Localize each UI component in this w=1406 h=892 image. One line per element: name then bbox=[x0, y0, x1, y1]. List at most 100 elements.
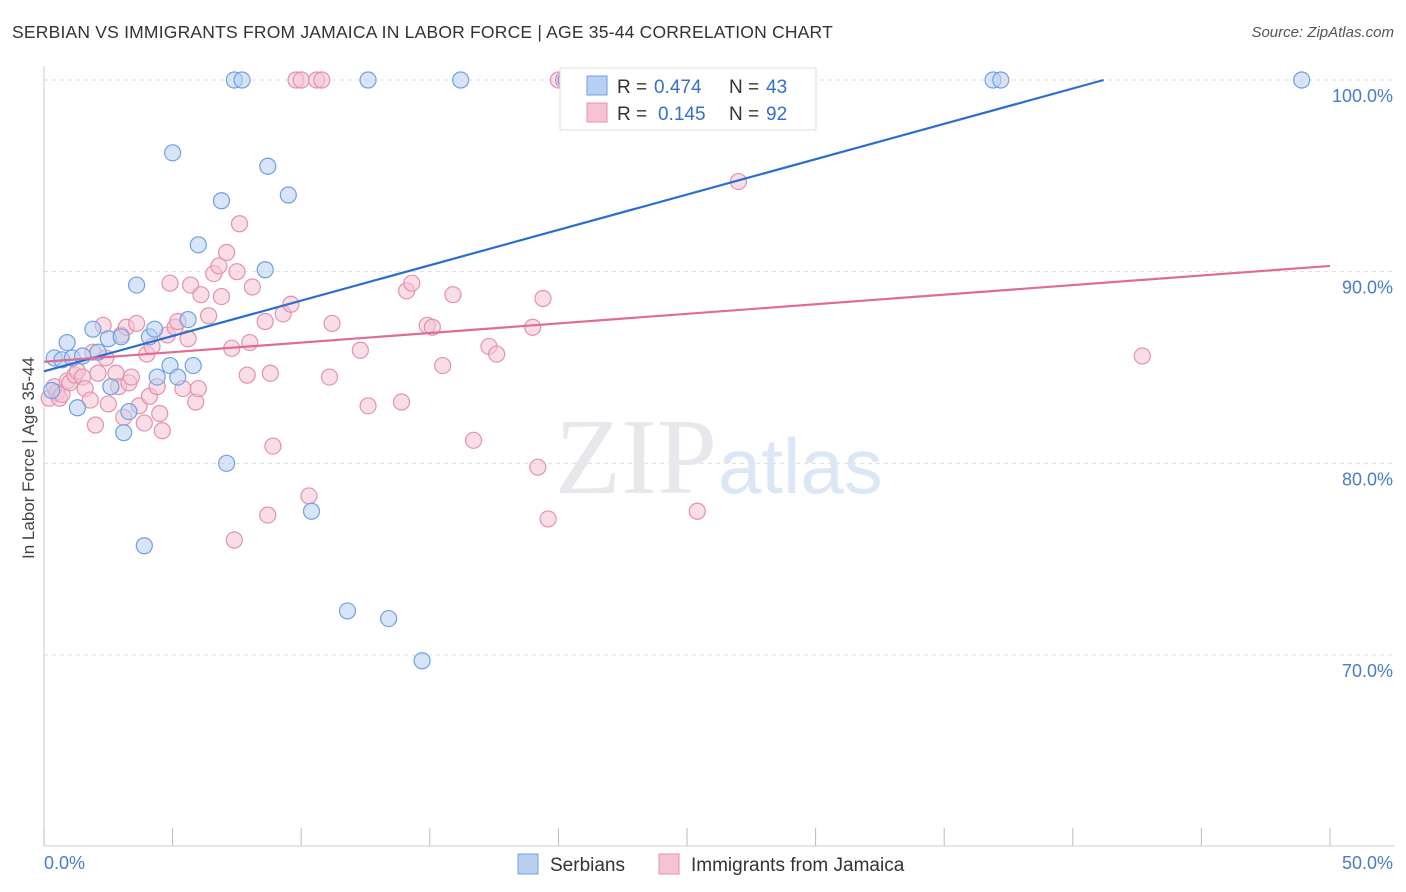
point-jamaica-54 bbox=[241, 333, 259, 352]
point-serbians-30 bbox=[259, 157, 277, 175]
point-jamaica-32 bbox=[151, 404, 169, 423]
point-jamaica-25 bbox=[127, 314, 146, 333]
point-jamaica-81 bbox=[524, 318, 542, 336]
point-serbians-25 bbox=[212, 192, 231, 210]
point-jamaica-47 bbox=[212, 287, 231, 306]
point-jamaica-73 bbox=[403, 274, 421, 292]
point-serbians-12 bbox=[115, 424, 133, 442]
point-serbians-15 bbox=[135, 537, 153, 555]
trend-lines bbox=[43, 78, 1331, 373]
point-serbians-28 bbox=[233, 71, 251, 89]
point-jamaica-64 bbox=[300, 487, 318, 505]
x-tick-label-min: 0.0% bbox=[44, 853, 85, 873]
point-jamaica-56 bbox=[256, 312, 274, 331]
point-jamaica-63 bbox=[292, 71, 310, 89]
point-serbians-14 bbox=[127, 276, 146, 294]
x-tick-label-max: 50.0% bbox=[1342, 853, 1393, 873]
point-jamaica-89 bbox=[1133, 347, 1151, 365]
legend-r-label-serbians: R = bbox=[617, 77, 647, 98]
point-jamaica-59 bbox=[264, 437, 282, 455]
point-jamaica-33 bbox=[153, 422, 171, 440]
point-serbians-24 bbox=[189, 236, 207, 254]
point-jamaica-68 bbox=[323, 314, 341, 333]
point-jamaica-42 bbox=[189, 379, 207, 398]
point-jamaica-44 bbox=[200, 307, 218, 325]
point-serbians-42 bbox=[1293, 71, 1311, 89]
point-serbians-3 bbox=[58, 333, 76, 352]
legend-swatch-jamaica bbox=[586, 102, 608, 123]
point-jamaica-50 bbox=[225, 531, 243, 549]
point-serbians-0 bbox=[43, 381, 61, 400]
y-tick-label-100: 100.0% bbox=[1332, 86, 1393, 106]
point-jamaica-55 bbox=[243, 278, 261, 296]
point-serbians-33 bbox=[338, 602, 357, 620]
point-jamaica-82 bbox=[529, 458, 547, 476]
point-serbians-37 bbox=[452, 71, 470, 89]
point-serbians-34 bbox=[359, 71, 377, 89]
point-jamaica-52 bbox=[230, 215, 249, 233]
point-serbians-20 bbox=[164, 144, 182, 162]
y-tick-label-90: 90.0% bbox=[1342, 278, 1393, 298]
point-jamaica-84 bbox=[539, 510, 557, 528]
legend-n-label-serbians: N = bbox=[729, 77, 759, 98]
point-jamaica-48 bbox=[218, 243, 236, 262]
point-jamaica-46 bbox=[210, 257, 228, 275]
point-jamaica-67 bbox=[320, 368, 339, 386]
point-serbians-29 bbox=[256, 261, 274, 279]
point-serbians-11 bbox=[112, 328, 130, 346]
point-serbians-21 bbox=[169, 368, 187, 386]
legend-r-jamaica: 0.145 bbox=[658, 104, 706, 125]
bottom-legend-swatch-serbians bbox=[517, 853, 539, 875]
series-serbians-points bbox=[43, 71, 1311, 670]
legend-n-label-jamaica: N = bbox=[729, 104, 759, 125]
point-jamaica-78 bbox=[464, 431, 483, 449]
point-serbians-23 bbox=[184, 356, 202, 375]
legend-r-serbians: 0.474 bbox=[654, 77, 702, 98]
bottom-legend-label-serbians: Serbians bbox=[550, 855, 625, 876]
point-jamaica-14 bbox=[89, 364, 107, 382]
point-jamaica-76 bbox=[434, 356, 452, 375]
point-serbians-18 bbox=[148, 368, 166, 386]
point-jamaica-35 bbox=[161, 274, 179, 292]
point-jamaica-43 bbox=[192, 286, 210, 304]
point-jamaica-57 bbox=[259, 506, 277, 524]
point-serbians-10 bbox=[102, 378, 120, 396]
point-serbians-26 bbox=[218, 454, 236, 472]
point-jamaica-80 bbox=[488, 345, 506, 363]
axes bbox=[43, 66, 1394, 847]
legend-n-serbians: 43 bbox=[766, 77, 787, 98]
legend-n-jamaica: 92 bbox=[766, 104, 787, 125]
y-tick-label-70: 70.0% bbox=[1342, 661, 1393, 681]
point-jamaica-51 bbox=[228, 263, 246, 281]
chart-title: SERBIAN VS IMMIGRANTS FROM JAMAICA IN LA… bbox=[12, 22, 833, 42]
y-tick-label-80: 80.0% bbox=[1342, 469, 1393, 489]
y-axis-label: In Labor Force | Age 35-44 bbox=[19, 357, 38, 559]
legend-top: R = 0.474 N = 43 R = 0.145 N = 92 bbox=[559, 67, 817, 131]
legend-r-label-jamaica: R = bbox=[617, 104, 647, 125]
legend-swatch-serbians bbox=[586, 75, 608, 96]
point-jamaica-87 bbox=[688, 502, 706, 520]
point-jamaica-24 bbox=[122, 368, 141, 386]
point-serbians-13 bbox=[120, 402, 138, 421]
point-jamaica-58 bbox=[261, 364, 279, 382]
point-serbians-32 bbox=[302, 502, 321, 520]
point-jamaica-17 bbox=[99, 395, 117, 413]
tick-labels: 70.0% 80.0% 90.0% 100.0% 0.0% 50.0% bbox=[44, 86, 1393, 873]
point-serbians-17 bbox=[145, 320, 164, 338]
point-jamaica-13 bbox=[86, 416, 105, 434]
point-serbians-22 bbox=[179, 310, 197, 329]
point-jamaica-66 bbox=[313, 71, 331, 89]
point-serbians-31 bbox=[279, 186, 297, 204]
point-jamaica-70 bbox=[359, 397, 377, 415]
point-serbians-5 bbox=[68, 399, 87, 417]
watermark-atlas: atlas bbox=[718, 422, 883, 510]
data-points bbox=[40, 71, 1311, 670]
point-serbians-36 bbox=[413, 652, 431, 670]
trend-line-jamaica bbox=[43, 264, 1331, 363]
point-jamaica-75 bbox=[423, 318, 441, 336]
point-jamaica-71 bbox=[392, 393, 411, 411]
point-jamaica-77 bbox=[444, 286, 462, 304]
point-serbians-7 bbox=[84, 320, 102, 338]
legend-bottom: Serbians Immigrants from Jamaica bbox=[517, 853, 905, 876]
